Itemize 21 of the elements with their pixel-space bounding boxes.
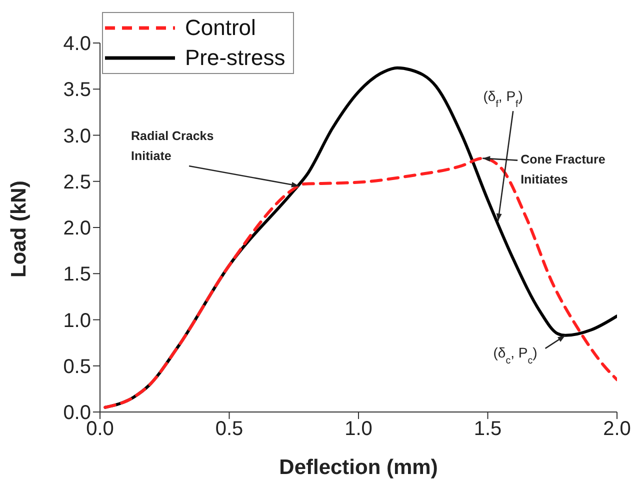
- x-tick-label: 1.5: [474, 418, 502, 440]
- x-tick-label: 0.0: [86, 418, 114, 440]
- y-tick-label: 1.5: [63, 264, 91, 286]
- annotation: (δ$_{c}$, P$_{c}$): [493, 344, 538, 366]
- legend-label: Control: [185, 14, 256, 42]
- y-tick-label: 2.0: [63, 218, 91, 240]
- legend-label: Pre-stress: [185, 44, 286, 72]
- y-tick-label: 3.0: [63, 125, 91, 148]
- y-tick-label: 1.0: [63, 310, 91, 332]
- x-tick-label: 1.0: [344, 418, 372, 440]
- x-axis-title: Deflection (mm): [279, 456, 438, 479]
- annotation: Cone Fracture Initiates: [520, 152, 606, 186]
- x-tick-label: 0.5: [215, 418, 244, 440]
- y-axis-title: Load (kN): [7, 180, 30, 278]
- y-tick-label: 2.5: [63, 171, 91, 194]
- annotation: Radial Cracks Initiate: [131, 128, 214, 163]
- y-tick-label: 4.0: [63, 33, 91, 56]
- y-tick-label: 3.5: [63, 79, 91, 102]
- y-tick-label: 0.5: [63, 356, 91, 378]
- annotation: (δ$_{f}$, P$_{f}$): [483, 88, 523, 110]
- x-tick-label: 2.0: [603, 418, 631, 440]
